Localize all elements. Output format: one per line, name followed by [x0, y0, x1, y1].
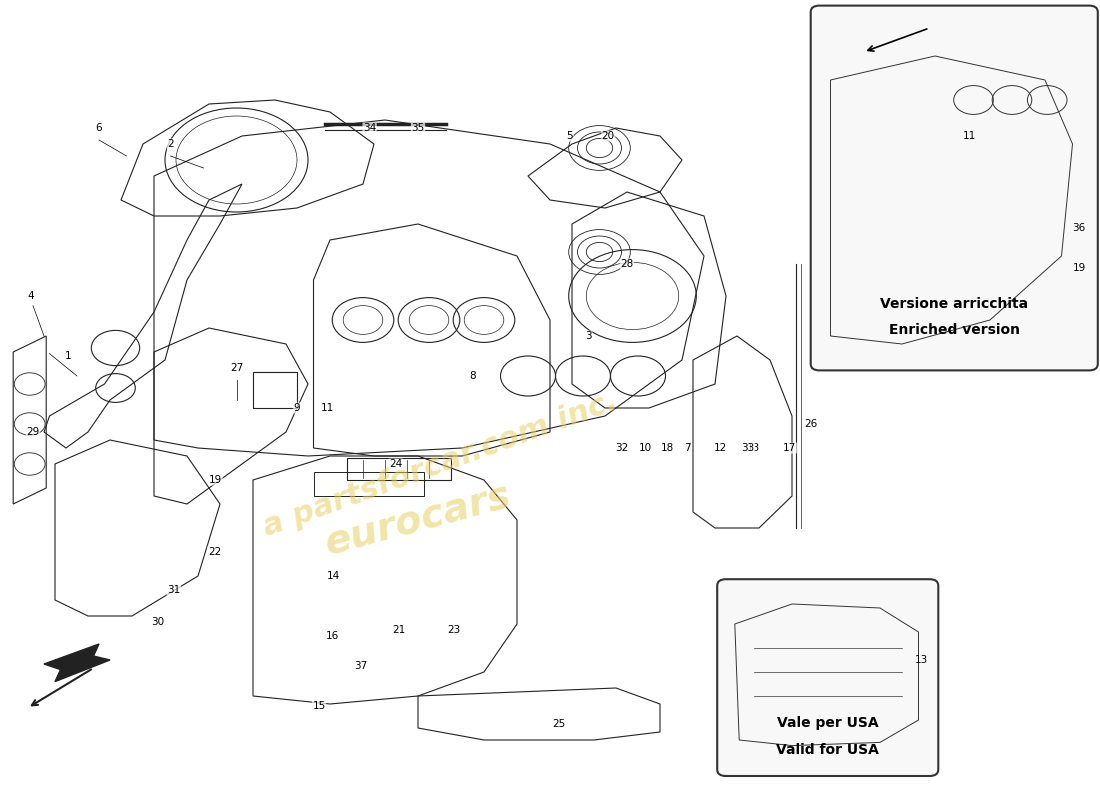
Text: 26: 26	[804, 419, 817, 429]
Bar	[253, 372, 297, 408]
Text: Enriched version: Enriched version	[889, 323, 1020, 338]
Text: 30: 30	[151, 618, 164, 627]
Text: 20: 20	[602, 131, 615, 141]
Text: 32: 32	[615, 443, 628, 453]
Text: 14: 14	[327, 571, 340, 581]
Text: 21: 21	[393, 625, 406, 634]
FancyBboxPatch shape	[717, 579, 938, 776]
Text: 37: 37	[354, 661, 367, 670]
Text: 35: 35	[411, 123, 425, 133]
Text: 6: 6	[96, 123, 102, 133]
Text: 31: 31	[167, 586, 180, 595]
Text: 8: 8	[470, 371, 476, 381]
Text: Valid for USA: Valid for USA	[777, 742, 879, 757]
Text: 16: 16	[326, 631, 339, 641]
Text: 29: 29	[26, 427, 40, 437]
Text: 17: 17	[783, 443, 796, 453]
Text: 5: 5	[566, 131, 573, 141]
Polygon shape	[44, 644, 110, 682]
Bar	[314, 472, 424, 496]
Text: 11: 11	[321, 403, 334, 413]
Text: 13: 13	[915, 655, 928, 665]
Text: 13: 13	[747, 443, 760, 453]
Text: Versione arricchita: Versione arricchita	[880, 297, 1028, 311]
Text: 10: 10	[639, 443, 652, 453]
Text: 24: 24	[389, 459, 403, 469]
Text: 23: 23	[448, 625, 461, 634]
Bar	[346, 458, 451, 480]
Text: 19: 19	[1072, 263, 1086, 273]
Text: 22: 22	[208, 547, 221, 557]
Text: 15: 15	[312, 701, 326, 710]
Text: 27: 27	[230, 363, 243, 373]
Text: 36: 36	[1038, 306, 1052, 315]
Text: 25: 25	[552, 719, 565, 729]
Text: 2: 2	[167, 139, 174, 149]
Text: 1: 1	[65, 351, 72, 361]
Text: 3: 3	[585, 331, 592, 341]
Text: 9: 9	[294, 403, 300, 413]
Text: 33: 33	[741, 443, 755, 453]
Text: 18: 18	[661, 443, 674, 453]
Text: 36: 36	[1072, 223, 1086, 233]
Text: 12: 12	[714, 443, 727, 453]
Text: 34: 34	[363, 123, 376, 133]
Text: eurocars: eurocars	[321, 477, 515, 563]
Text: Vale per USA: Vale per USA	[777, 716, 879, 730]
Text: 19: 19	[209, 475, 222, 485]
FancyBboxPatch shape	[811, 6, 1098, 370]
Text: 11: 11	[962, 131, 976, 141]
Text: 7: 7	[684, 443, 691, 453]
Text: a partsforcar.com inc.: a partsforcar.com inc.	[258, 386, 622, 542]
Text: 28: 28	[620, 259, 634, 269]
Text: 4: 4	[28, 291, 34, 301]
